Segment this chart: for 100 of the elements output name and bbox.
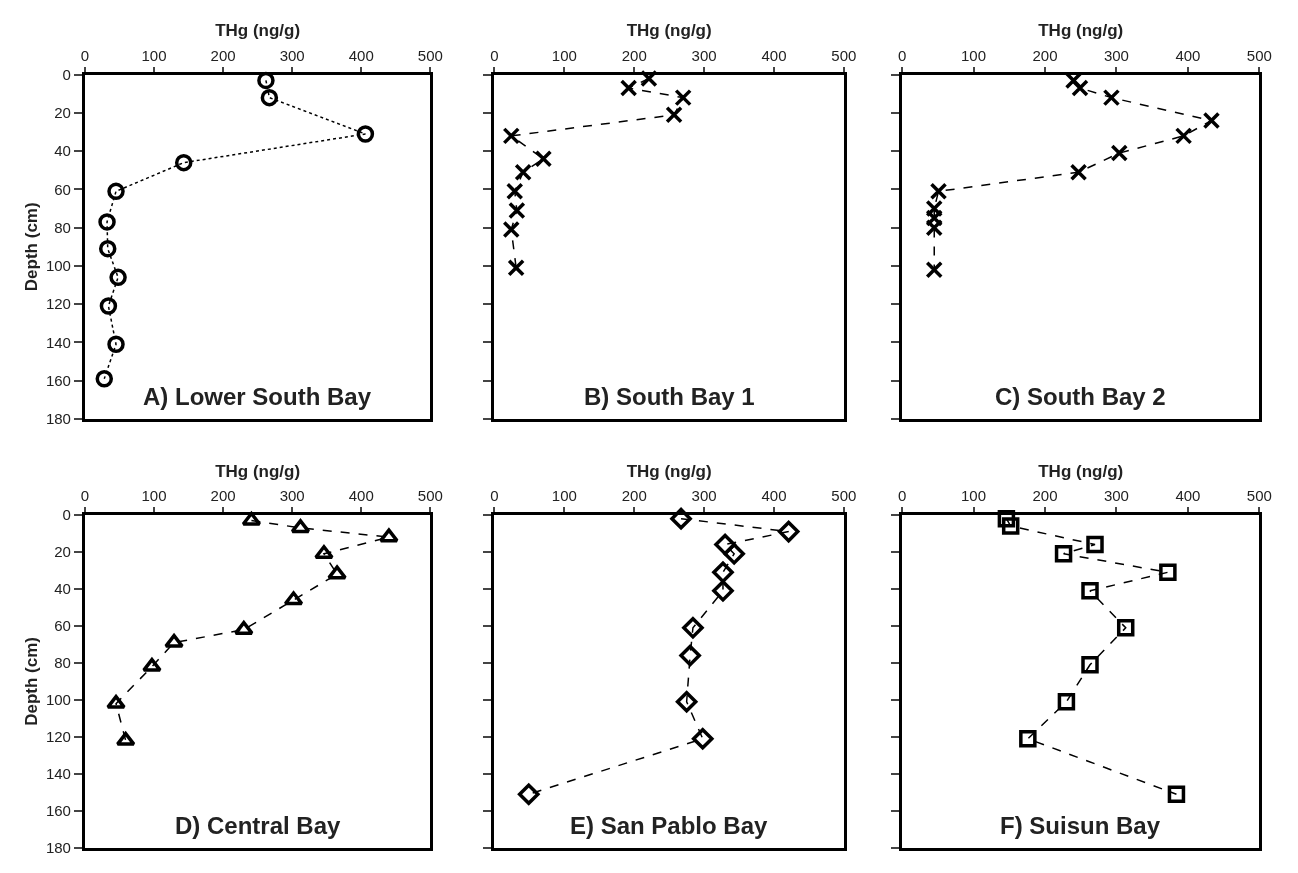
x-tick-label: 100 xyxy=(961,46,987,64)
point xyxy=(314,545,334,560)
annotation: D) Central Bay xyxy=(175,812,342,839)
annotation: C) South Bay 2 xyxy=(995,383,1166,410)
point xyxy=(1202,111,1221,130)
x-axis-title: THg (ng/g) xyxy=(215,461,301,481)
point xyxy=(517,783,540,806)
y-tick-label: 100 xyxy=(45,257,71,275)
point xyxy=(233,620,254,635)
point xyxy=(1019,730,1037,748)
point xyxy=(507,259,525,277)
x-tick-label: 0 xyxy=(897,46,907,64)
point xyxy=(929,182,948,201)
y-tick-label: 60 xyxy=(54,180,71,198)
point xyxy=(619,79,638,97)
point xyxy=(1001,517,1020,535)
annotation: F) Suisun Bay xyxy=(1000,812,1161,839)
point xyxy=(712,561,734,584)
y-tick-label: 20 xyxy=(54,543,71,561)
point xyxy=(106,694,126,709)
point xyxy=(674,88,692,107)
point xyxy=(283,591,304,606)
point xyxy=(1159,563,1177,582)
point xyxy=(1057,693,1076,711)
point xyxy=(534,150,553,168)
point xyxy=(925,199,943,218)
y-tick-label: 80 xyxy=(54,218,71,236)
point xyxy=(1110,144,1129,162)
x-tick-label: 500 xyxy=(831,46,857,64)
x-axis-title: THg (ng/g) xyxy=(215,21,301,41)
x-tick-label: 0 xyxy=(80,46,90,64)
point xyxy=(1167,785,1186,803)
point xyxy=(675,690,698,713)
x-tick-label: 200 xyxy=(621,486,647,504)
x-tick-label: 300 xyxy=(1103,46,1129,64)
y-tick-label: 120 xyxy=(45,728,71,746)
x-tick-label: 200 xyxy=(1032,46,1058,64)
x-tick-label: 500 xyxy=(831,486,857,504)
x-axis-title: THg (ng/g) xyxy=(1038,21,1124,41)
point xyxy=(164,633,184,648)
point xyxy=(1102,88,1121,107)
x-axis-title: THg (ng/g) xyxy=(626,461,712,481)
point xyxy=(1116,619,1135,637)
y-tick-label: 100 xyxy=(45,691,71,709)
point xyxy=(98,239,117,258)
x-tick-label: 300 xyxy=(1103,486,1129,504)
x-tick-label: 500 xyxy=(1246,486,1272,504)
y-tick-label: 80 xyxy=(54,654,71,672)
x-tick-label: 200 xyxy=(210,46,236,64)
x-tick-label: 0 xyxy=(897,486,907,504)
point xyxy=(506,182,524,201)
point xyxy=(682,616,704,639)
point xyxy=(925,218,943,237)
point xyxy=(670,507,692,530)
y-tick-label: 180 xyxy=(45,839,71,857)
annotation: B) South Bay 1 xyxy=(584,383,755,410)
x-tick-label: 100 xyxy=(141,46,167,64)
x-tick-label: 300 xyxy=(691,46,717,64)
y-tick-label: 40 xyxy=(54,580,71,598)
x-axis-title: THg (ng/g) xyxy=(1038,461,1124,481)
y-axis-title: Depth (cm) xyxy=(22,202,42,292)
point xyxy=(95,369,114,388)
x-tick-label: 400 xyxy=(348,486,374,504)
point xyxy=(115,731,136,746)
point xyxy=(99,297,118,315)
x-tick-label: 100 xyxy=(551,486,577,504)
x-tick-label: 400 xyxy=(348,46,374,64)
y-tick-label: 0 xyxy=(62,65,71,83)
y-axis-title: Depth (cm) xyxy=(22,637,42,726)
x-axis-title: THg (ng/g) xyxy=(626,21,712,41)
y-tick-label: 20 xyxy=(54,104,71,122)
y-tick-label: 160 xyxy=(45,371,71,389)
point xyxy=(241,511,262,526)
point xyxy=(107,182,125,201)
point xyxy=(925,260,943,279)
y-tick-label: 120 xyxy=(45,295,71,313)
x-tick-label: 300 xyxy=(279,486,305,504)
point xyxy=(174,153,193,172)
x-tick-label: 500 xyxy=(1246,46,1272,64)
y-tick-label: 40 xyxy=(54,142,71,160)
point xyxy=(502,220,521,239)
point xyxy=(723,542,745,565)
point xyxy=(679,644,701,667)
x-tick-label: 200 xyxy=(621,46,647,64)
point xyxy=(514,163,532,181)
x-tick-label: 0 xyxy=(490,486,499,504)
point xyxy=(98,213,116,231)
point xyxy=(777,520,800,543)
y-tick-label: 60 xyxy=(54,617,71,635)
x-tick-label: 500 xyxy=(417,486,443,504)
point xyxy=(1174,127,1193,145)
point xyxy=(665,106,683,124)
x-tick-label: 400 xyxy=(1175,486,1201,504)
x-tick-label: 400 xyxy=(1175,46,1201,64)
annotation: A) Lower South Bay xyxy=(143,383,372,410)
point xyxy=(1081,656,1099,674)
point xyxy=(109,268,127,287)
point xyxy=(356,125,375,143)
x-tick-label: 100 xyxy=(961,486,987,504)
x-tick-label: 0 xyxy=(80,486,90,504)
